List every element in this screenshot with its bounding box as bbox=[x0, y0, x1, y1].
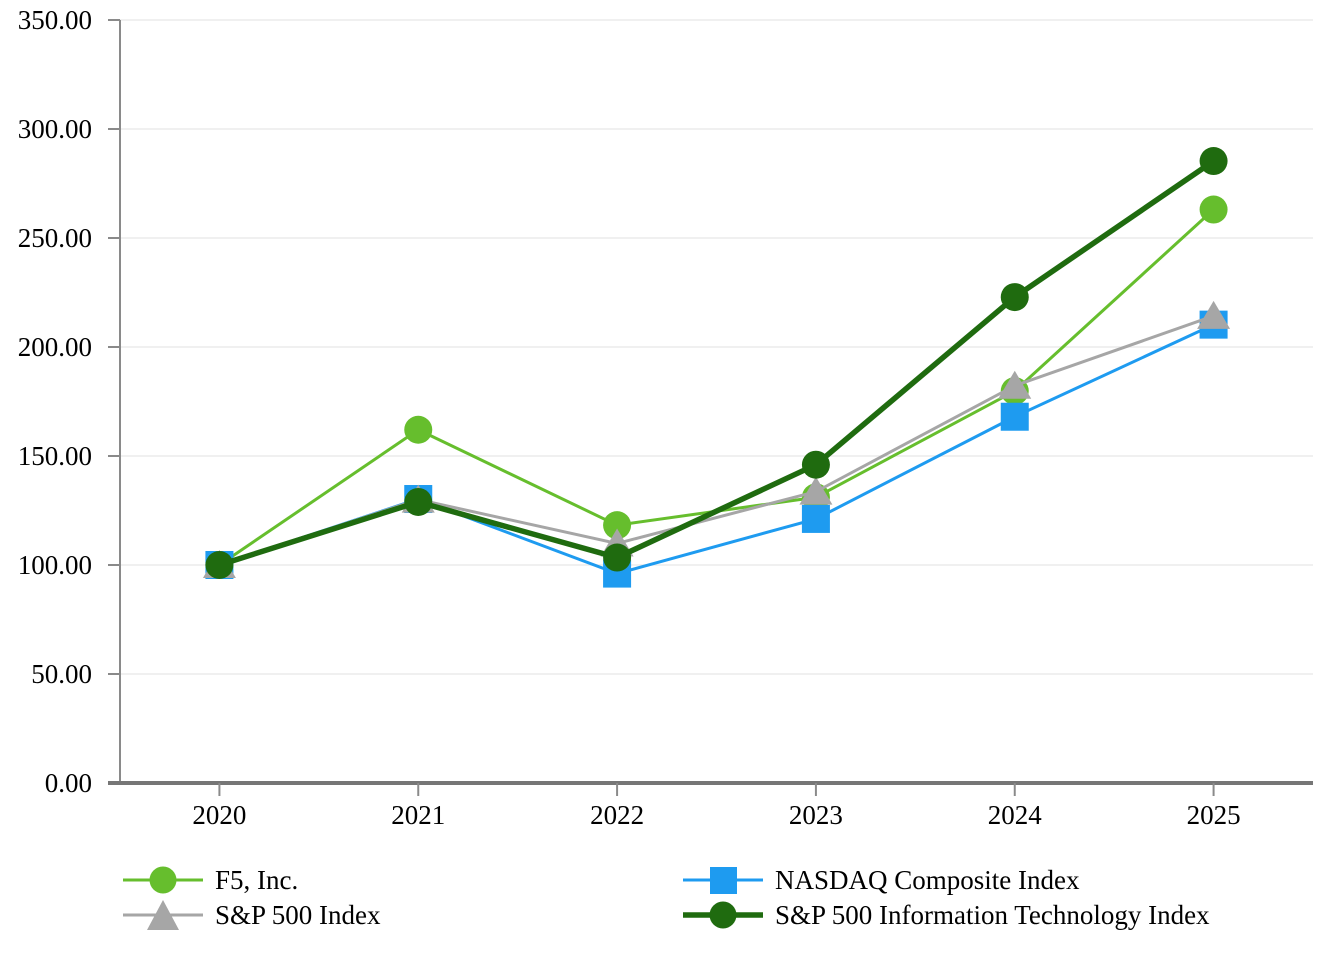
series-line-s-p-500-index bbox=[218, 314, 1215, 567]
legend-label-s-p-500-index: S&P 500 Index bbox=[215, 900, 381, 930]
x-tick-label: 2020 bbox=[192, 800, 246, 830]
x-tick-label: 2024 bbox=[988, 800, 1043, 830]
circle-marker-icon bbox=[683, 901, 763, 929]
x-tick-label: 2022 bbox=[590, 800, 644, 830]
data-point-s-p-500-information-technology-index-2023 bbox=[801, 450, 830, 479]
x-tick-label: 2023 bbox=[789, 800, 843, 830]
chart-legend: F5, Inc. NASDAQ Composite Index S&P 500 In… bbox=[123, 863, 1210, 932]
data-point-s-p-500-index-2025 bbox=[1197, 300, 1231, 329]
performance-line-chart: 0.00 50.00 100.00 150.00 200.00 250.00 300.00 3… bbox=[18, 5, 1313, 830]
y-tick-label: 0.00 bbox=[45, 768, 92, 798]
legend-marker bbox=[709, 901, 737, 929]
y-tick-label: 200.00 bbox=[18, 332, 92, 362]
square-marker-icon bbox=[683, 867, 763, 894]
data-point-f5-inc-2022 bbox=[603, 511, 632, 540]
legend-marker bbox=[710, 867, 737, 894]
y-tick-label: 300.00 bbox=[18, 114, 92, 144]
data-point-s-p-500-index-2024 bbox=[998, 370, 1032, 399]
data-point-f5-inc-2025 bbox=[1199, 195, 1228, 224]
data-point-nasdaq-composite-index-2024 bbox=[1000, 402, 1029, 431]
data-point-nasdaq-composite-index-2023 bbox=[801, 504, 830, 533]
triangle-marker-icon bbox=[123, 900, 203, 930]
y-tick-label: 350.00 bbox=[18, 5, 92, 35]
data-point-s-p-500-index-2023 bbox=[799, 476, 833, 505]
legend-item-s-p-500-information-technology-index: S&P 500 Information Technology Index bbox=[683, 898, 1210, 932]
legend-marker bbox=[149, 866, 177, 894]
y-tick-label: 250.00 bbox=[18, 223, 92, 253]
x-tick-label: 2021 bbox=[391, 800, 445, 830]
x-tick-label: 2025 bbox=[1187, 800, 1241, 830]
data-point-s-p-500-information-technology-index-2020 bbox=[205, 551, 234, 579]
legend-label-f5-inc: F5, Inc. bbox=[215, 865, 299, 895]
y-tick-label: 100.00 bbox=[18, 550, 92, 580]
series-line-s-p-500-information-technology-index bbox=[218, 158, 1216, 568]
legend-item-f5-inc: F5, Inc. bbox=[123, 863, 683, 897]
data-point-f5-inc-2021 bbox=[404, 415, 433, 444]
circle-marker-icon bbox=[123, 866, 203, 894]
legend-item-nasdaq-composite-index: NASDAQ Composite Index bbox=[683, 863, 1210, 897]
legend-label-nasdaq-composite-index: NASDAQ Composite Index bbox=[775, 865, 1080, 895]
series-line-nasdaq-composite-index bbox=[218, 323, 1215, 576]
data-point-s-p-500-information-technology-index-2021 bbox=[404, 487, 433, 516]
legend-item-s-p-500-index: S&P 500 Index bbox=[123, 898, 683, 932]
y-tick-label: 150.00 bbox=[18, 441, 92, 471]
y-tick-label: 50.00 bbox=[31, 659, 92, 689]
data-point-s-p-500-information-technology-index-2022 bbox=[603, 543, 632, 572]
legend-marker bbox=[147, 900, 179, 930]
legend-label-s-p-500-information-technology-index: S&P 500 Information Technology Index bbox=[775, 900, 1210, 930]
data-point-s-p-500-information-technology-index-2024 bbox=[1000, 283, 1029, 312]
data-point-s-p-500-information-technology-index-2025 bbox=[1199, 147, 1228, 176]
